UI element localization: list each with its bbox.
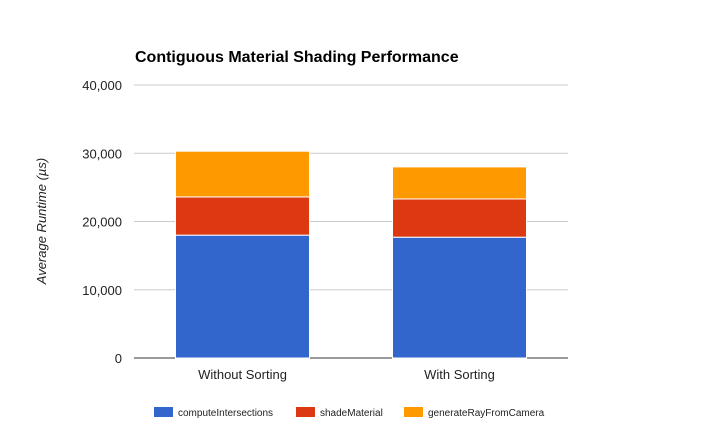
y-tick-label: 20,000 bbox=[82, 215, 122, 230]
legend-label: generateRayFromCamera bbox=[428, 408, 545, 419]
legend-item-shadeMaterial: shadeMaterial bbox=[296, 407, 383, 419]
y-axis-ticks: 0 10,000 20,000 30,000 40,000 bbox=[82, 78, 122, 366]
legend: computeIntersections shadeMaterial generat… bbox=[154, 407, 545, 419]
legend-swatch bbox=[296, 407, 315, 417]
x-category-label: Without Sorting bbox=[198, 367, 287, 382]
legend-label: computeIntersections bbox=[178, 408, 273, 419]
chart-title: Contiguous Material Shading Performance bbox=[135, 49, 459, 66]
bars bbox=[175, 150, 527, 359]
x-axis-categories: Without Sorting With Sorting bbox=[198, 367, 495, 382]
y-tick-label: 0 bbox=[115, 351, 122, 366]
bar-generateRayFromCamera-1 bbox=[392, 166, 527, 200]
bar-generateRayFromCamera-0 bbox=[175, 150, 310, 198]
legend-swatch bbox=[154, 407, 173, 417]
y-tick-label: 10,000 bbox=[82, 283, 122, 298]
legend-label: shadeMaterial bbox=[320, 408, 383, 419]
bar-computeIntersections-1 bbox=[392, 236, 527, 359]
bar-shadeMaterial-1 bbox=[392, 198, 527, 238]
y-tick-label: 30,000 bbox=[82, 146, 122, 161]
legend-item-computeIntersections: computeIntersections bbox=[154, 407, 273, 419]
legend-swatch bbox=[404, 407, 423, 417]
bar-shadeMaterial-0 bbox=[175, 196, 310, 236]
legend-item-generateRayFromCamera: generateRayFromCamera bbox=[404, 407, 545, 419]
bar-computeIntersections-0 bbox=[175, 234, 310, 359]
y-axis-title: Average Runtime (µs) bbox=[34, 158, 49, 285]
x-category-label: With Sorting bbox=[424, 367, 495, 382]
y-tick-label: 40,000 bbox=[82, 78, 122, 93]
